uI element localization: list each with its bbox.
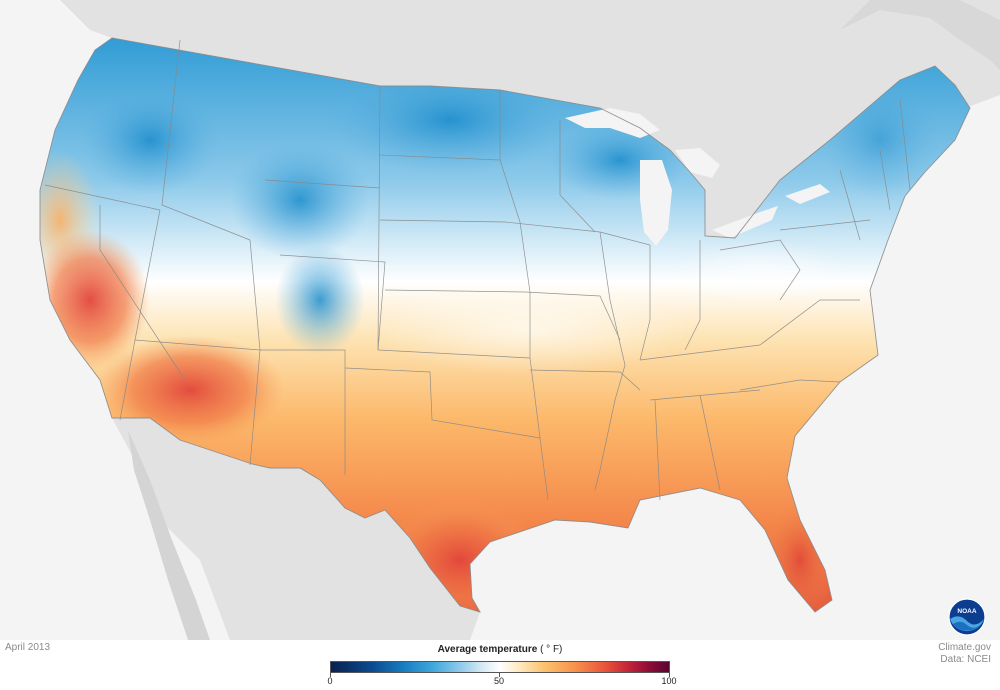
map-panel: NOAA (39, 0, 1000, 640)
noaa-logo-icon: NOAA (948, 598, 986, 636)
legend-tick-label: 100 (661, 676, 677, 686)
legend-tick-0 (330, 673, 331, 677)
footer: April 2013 Average temperature ( ° F) 0 … (0, 640, 1000, 690)
legend-title: Average temperature ( ° F) (330, 644, 670, 655)
noaa-logo-text: NOAA (957, 608, 976, 615)
legend-tick-label: 0 (327, 676, 333, 686)
legend-tick-2 (669, 673, 670, 677)
credit-data: Data: NCEI (940, 654, 991, 665)
great-lakes (565, 108, 830, 246)
temperature-map (39, 0, 1000, 640)
legend-unit: ( ° F) (540, 644, 563, 655)
legend-tick-1 (499, 673, 500, 677)
legend-tick-label: 50 (493, 676, 504, 686)
date-label: April 2013 (5, 642, 51, 653)
legend-title-text: Average temperature (437, 644, 538, 655)
state-boundaries (39, 37, 971, 613)
credit-source: Climate.gov (938, 642, 991, 653)
surrounding-land (60, 0, 1000, 640)
legend-color-bar (330, 661, 670, 673)
